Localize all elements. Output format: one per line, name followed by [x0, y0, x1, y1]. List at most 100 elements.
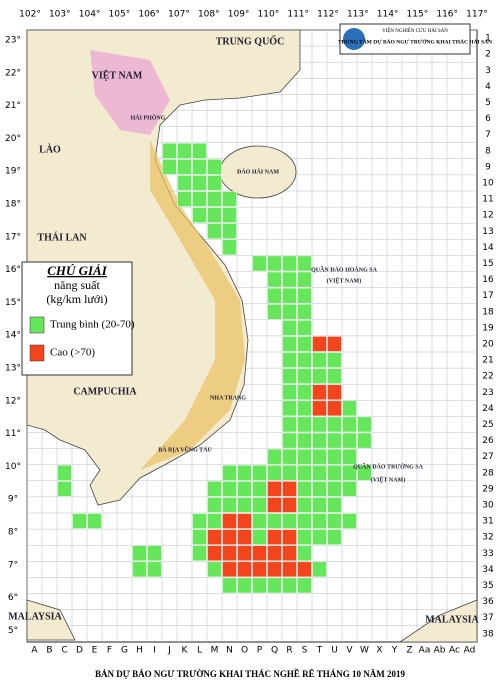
legend-swatch: [29, 316, 45, 334]
column-label: P: [257, 646, 263, 656]
row-label: 4: [485, 82, 491, 92]
logo-emblem: [343, 28, 365, 50]
legend-label: Trung bình (20-70): [50, 319, 135, 331]
forecast-cell: [267, 303, 282, 320]
column-label: L: [197, 646, 202, 656]
forecast-cell: [312, 464, 327, 481]
longitude-label: 117°: [466, 10, 488, 20]
malaysia-east: [398, 599, 478, 643]
column-label: H: [136, 646, 143, 656]
forecast-cell: [327, 384, 342, 401]
column-label: U: [331, 646, 338, 656]
row-label: 3: [485, 66, 491, 76]
forecast-cell: [177, 191, 192, 207]
forecast-cell: [132, 561, 147, 578]
forecast-cell: [207, 159, 222, 175]
longitude-label: 109°: [228, 10, 250, 20]
forecast-cell: [252, 561, 267, 578]
column-label: Q: [271, 646, 278, 656]
place-name: NHA TRANG: [210, 395, 246, 401]
forecast-cell: [297, 432, 312, 449]
latitude-label: 16°: [5, 265, 21, 275]
forecast-cell: [267, 545, 282, 562]
row-label: 34: [482, 565, 494, 575]
longitude-label: 113°: [347, 10, 369, 20]
malaysia-west: [26, 599, 76, 641]
forecast-cell: [297, 320, 312, 336]
forecast-cell: [222, 561, 237, 578]
row-label: 38: [482, 629, 494, 639]
row-label: 19: [482, 323, 494, 333]
place-name: QUẦN ĐẢO TRƯỜNG SA: [353, 462, 424, 470]
forecast-cell: [312, 497, 327, 513]
forecast-cell: [237, 577, 252, 594]
legend-label: Cao (>70): [50, 347, 95, 359]
forecast-cell: [207, 175, 222, 191]
forecast-cell: [192, 159, 207, 175]
forecast-cell: [312, 336, 327, 352]
forecast-cell: [222, 577, 237, 594]
forecast-cell: [312, 561, 327, 578]
forecast-cell: [312, 352, 327, 368]
forecast-cell: [237, 513, 252, 529]
forecast-cell: [192, 175, 207, 191]
forecast-cell: [222, 481, 237, 497]
forecast-cell: [327, 448, 342, 465]
row-label: 27: [482, 452, 493, 462]
place-name: MALAYSIA: [425, 614, 479, 625]
row-label: 9: [485, 162, 491, 172]
column-label: A: [31, 646, 38, 656]
forecast-cell: [207, 191, 222, 207]
forecast-cell: [282, 577, 297, 594]
forecast-cell: [237, 464, 252, 481]
forecast-cell: [297, 368, 312, 384]
forecast-cell: [252, 529, 267, 545]
forecast-cell: [147, 545, 162, 562]
forecast-cell: [282, 336, 297, 352]
latitude-label: 14°: [5, 331, 21, 341]
forecast-cell: [282, 464, 297, 481]
longitude-label: 105°: [109, 10, 131, 20]
row-label: 24: [482, 404, 494, 414]
forecast-cell: [207, 561, 222, 578]
forecast-cell: [132, 545, 147, 562]
column-label: V: [346, 646, 353, 656]
column-label: W: [360, 646, 369, 656]
row-label: 1: [485, 34, 491, 44]
forecast-cell: [267, 464, 282, 481]
row-label: 29: [482, 484, 494, 494]
forecast-cell: [342, 448, 357, 465]
forecast-cell: [57, 481, 72, 497]
forecast-cell: [252, 577, 267, 594]
latitude-label: 23°: [5, 36, 21, 46]
forecast-cell: [252, 545, 267, 562]
column-label: D: [76, 646, 83, 656]
column-label: Ab: [434, 646, 446, 656]
forecast-cell: [342, 416, 357, 433]
forecast-cell: [297, 577, 312, 594]
forecast-cell: [267, 271, 282, 288]
forecast-cell: [357, 432, 372, 449]
forecast-cell: [297, 303, 312, 320]
forecast-cell: [222, 529, 237, 545]
forecast-cell: [327, 432, 342, 449]
north-provinces: [90, 50, 170, 135]
forecast-cell: [177, 159, 192, 175]
place-name: QUẦN ĐẢO HOÀNG SA: [311, 265, 378, 273]
column-label: R: [286, 646, 292, 656]
latitude-label: 5°: [8, 626, 18, 636]
place-name: LÀO: [39, 143, 61, 155]
forecast-cell: [327, 336, 342, 352]
place-name: BÀ RỊA VŨNG TÀU: [158, 445, 212, 453]
forecast-cell: [222, 191, 237, 207]
forecast-cell: [297, 481, 312, 497]
forecast-cell: [297, 545, 312, 562]
forecast-cell: [282, 416, 297, 433]
forecast-cell: [207, 481, 222, 497]
row-label: 14: [482, 243, 494, 253]
longitude-label: 108°: [198, 10, 220, 20]
forecast-cell: [282, 561, 297, 578]
place-name: ĐẢO HẢI NAM: [237, 167, 279, 175]
forecast-cell: [267, 255, 282, 272]
